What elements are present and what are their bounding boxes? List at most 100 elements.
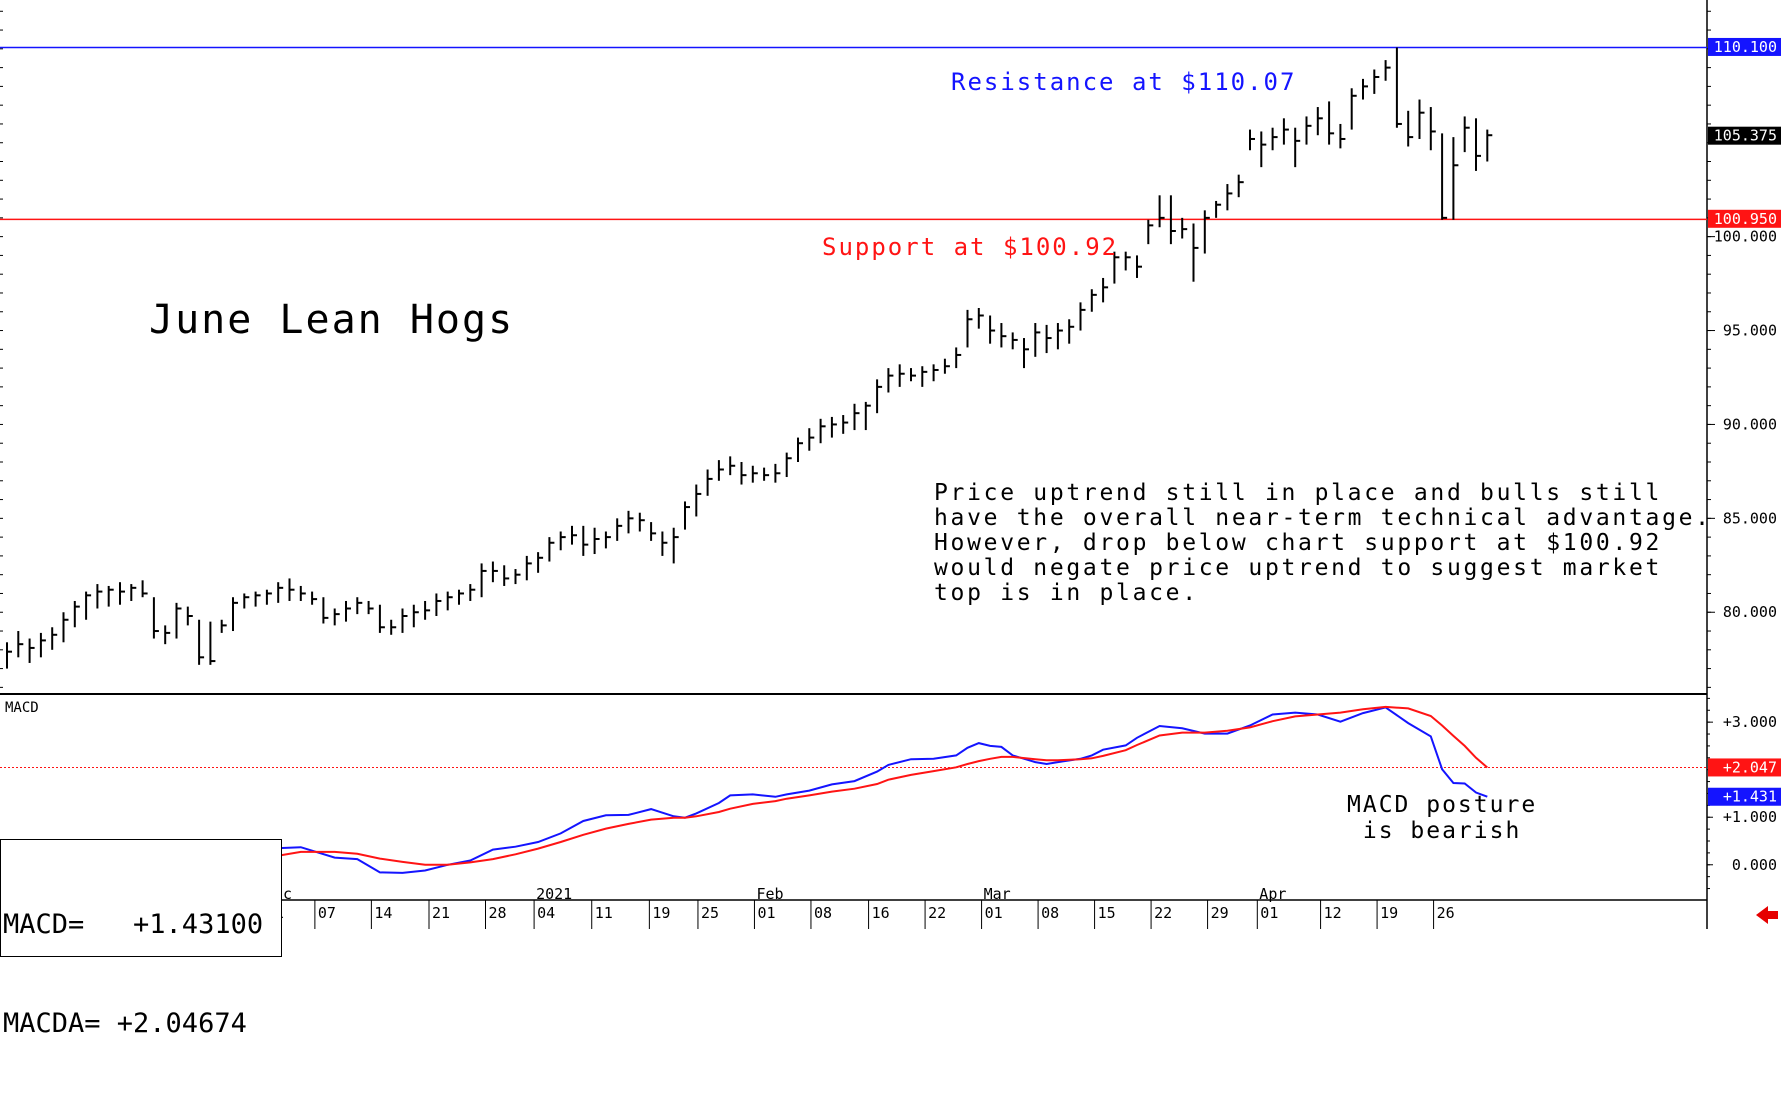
price-label-box	[1708, 209, 1781, 228]
ohlc-bar	[243, 593, 250, 609]
ohlc-bar	[582, 525, 589, 556]
price-tick-label: 100.000	[1714, 228, 1777, 246]
ohlc-bar	[480, 563, 487, 598]
macd-value-label-box	[1708, 758, 1781, 777]
ohlc-bar	[1475, 118, 1481, 171]
ohlc-bar	[220, 619, 227, 633]
ohlc-bar	[638, 512, 645, 532]
macd-annotation-line-1: MACD posture	[1347, 792, 1537, 818]
ohlc-bar	[390, 619, 397, 635]
month-label: 2021	[536, 885, 572, 903]
macd-value-label: +1.431	[1723, 788, 1777, 806]
ohlc-bar	[1294, 127, 1301, 168]
ohlc-bar	[412, 604, 419, 628]
ohlc-bar	[333, 608, 340, 626]
ohlc-bar	[356, 597, 363, 615]
ohlc-bar	[989, 315, 996, 344]
ohlc-bar	[345, 600, 351, 622]
scroll-left-arrow-icon[interactable]	[1756, 906, 1778, 924]
price-tick-label: 80.000	[1723, 603, 1777, 621]
ohlc-bar	[695, 484, 702, 517]
price-label-box	[1708, 37, 1781, 56]
ohlc-bar	[1169, 195, 1176, 245]
date-tick-label: 01	[1260, 904, 1278, 922]
ohlc-bar	[1260, 131, 1267, 168]
price-label: 100.950	[1714, 210, 1777, 228]
annotation-line-4: would negate price uptrend to suggest ma…	[934, 555, 1662, 581]
date-tick-label: 29	[1211, 904, 1229, 922]
ohlc-bar	[164, 625, 171, 645]
ohlc-bar	[1441, 133, 1448, 220]
date-tick-label: 15	[1098, 904, 1116, 922]
chart-background	[0, 0, 1781, 929]
price-tick-label: 95.000	[1723, 322, 1777, 340]
ohlc-bar	[864, 401, 871, 431]
support-label: Support at $100.92	[822, 233, 1118, 261]
ohlc-bar	[141, 580, 148, 598]
ohlc-bar	[130, 584, 137, 601]
ohlc-bar	[119, 582, 125, 605]
ohlc-bar	[62, 612, 69, 643]
ohlc-bar	[1226, 184, 1233, 211]
date-tick-label: 01	[757, 904, 775, 922]
macd-annotation-line-2: is bearish	[1347, 818, 1521, 844]
ohlc-bar	[717, 460, 724, 481]
ohlc-bar	[378, 604, 385, 633]
chart-text: June Lean Hogs Resistance at $110.07 Sup…	[5, 68, 1712, 844]
chart-svg: 80.000 85.000 90.000 95.000 100.000 110.100 10…	[0, 0, 1781, 929]
ohlc-bar	[1316, 107, 1323, 136]
ohlc-bar	[152, 597, 159, 639]
chart-title: June Lean Hogs	[149, 297, 514, 343]
date-tick-label: 01	[985, 904, 1003, 922]
macd-value-label-box	[1708, 787, 1781, 806]
ohlc-bar	[435, 593, 442, 616]
support-resistance-lines	[0, 46, 1707, 221]
ohlc-bar	[367, 600, 374, 615]
ohlc-bar	[311, 591, 318, 605]
ohlc-bar	[1136, 255, 1142, 278]
ohlc-bar	[1079, 302, 1086, 331]
date-tick-label: 22	[928, 904, 946, 922]
price-label: 110.100	[1714, 38, 1777, 56]
date-tick-label: 22	[1154, 904, 1172, 922]
ohlc-bar	[797, 437, 803, 462]
ohlc-bar	[548, 537, 555, 562]
ohlc-bar	[932, 364, 939, 382]
ohlc-bar	[751, 465, 758, 483]
ohlc-bar	[943, 358, 950, 374]
macda-readout-line: MACDA= +2.04674	[3, 1008, 247, 1039]
ohlc-bar	[299, 585, 306, 601]
macd-readout-box: MACD= +1.43100 MACDA= +2.04674	[0, 839, 282, 1039]
ohlc-bar	[96, 584, 103, 609]
ohlc-bar	[1452, 137, 1459, 220]
ohlc-bar	[819, 418, 826, 444]
ohlc-bar	[571, 525, 577, 545]
ohlc-bar	[977, 308, 984, 329]
ohlc-bar	[469, 584, 476, 601]
ohlc-bar	[1181, 217, 1188, 239]
ohlc-bar	[616, 518, 623, 541]
ohlc-bar	[39, 632, 46, 658]
ohlc-bar	[808, 428, 815, 451]
ohlc-bar	[1282, 118, 1289, 145]
ohlc-bar	[1090, 289, 1097, 312]
month-label: Apr	[1259, 885, 1286, 903]
ohlc-bar	[627, 510, 634, 534]
ohlc-bar	[1362, 78, 1368, 100]
ohlc-bar	[1113, 251, 1120, 284]
ohlc-bar	[1249, 129, 1255, 151]
macd-tick-label: 0.000	[1732, 856, 1777, 874]
ohlc-bar	[830, 416, 837, 438]
ohlc-bar	[921, 366, 928, 387]
ohlc-bar	[1045, 324, 1052, 354]
ohlc-bar	[1271, 127, 1278, 151]
date-tick-label: 07	[318, 904, 336, 922]
price-tick-label: 85.000	[1723, 509, 1777, 527]
ohlc-bar	[1463, 116, 1470, 153]
annotation-line-2: have the overall near-term technical adv…	[934, 505, 1712, 531]
date-tick-label: 21	[432, 904, 450, 922]
date-tick-label: 25	[701, 904, 719, 922]
ohlc-bar	[1000, 323, 1007, 348]
macd-panel-title: MACD	[5, 700, 39, 716]
date-tick-label: 08	[1041, 904, 1059, 922]
